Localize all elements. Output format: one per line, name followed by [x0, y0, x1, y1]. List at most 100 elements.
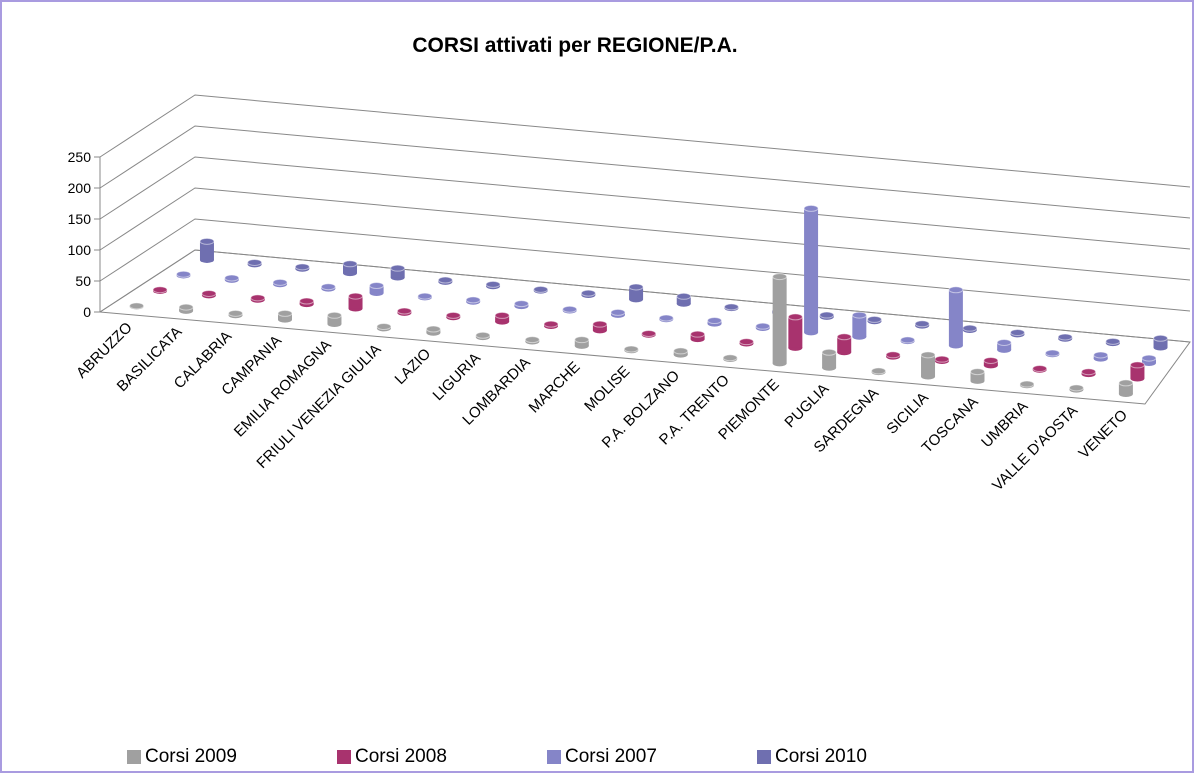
cylinder-top	[623, 345, 639, 353]
cylinder-top	[787, 313, 803, 321]
cylinder-top	[1044, 349, 1060, 357]
bar	[837, 336, 852, 353]
legend-label: Corsi 2007	[565, 746, 657, 767]
cylinder	[983, 356, 999, 369]
cylinder	[224, 274, 240, 283]
cylinder	[1010, 329, 1025, 338]
cylinder-top	[299, 297, 315, 305]
bar	[772, 276, 787, 364]
cylinder-top	[676, 292, 692, 300]
cylinder	[628, 283, 644, 303]
cylinder-top	[900, 336, 916, 344]
y-tick-label: 0	[83, 304, 91, 320]
chart-title: CORSI attivati per REGIONE/P.A.	[412, 34, 737, 57]
cylinder-top	[755, 322, 771, 330]
cylinder-top	[513, 300, 529, 308]
cylinder-top	[628, 283, 644, 291]
cylinder-top	[369, 282, 385, 290]
cylinder-top	[866, 315, 882, 323]
bar	[970, 371, 985, 381]
cylinder-top	[224, 274, 240, 282]
grid-line	[99, 156, 1191, 250]
cylinder-top	[129, 302, 145, 310]
cylinder-top	[176, 270, 192, 278]
cylinder	[396, 307, 412, 316]
legend-swatch	[127, 750, 141, 764]
cylinder-top	[996, 338, 1012, 346]
cylinder-top	[983, 356, 999, 364]
cylinder	[129, 302, 145, 310]
cylinder	[176, 270, 192, 279]
cylinder-top	[1105, 337, 1121, 345]
cylinder	[524, 336, 540, 345]
cylinder	[574, 336, 590, 349]
cylinder	[1093, 351, 1109, 362]
cylinder-top	[228, 309, 244, 317]
legend-label: Corsi 2009	[145, 746, 237, 767]
cylinder-top	[970, 368, 985, 376]
cylinder-top	[272, 278, 288, 286]
cylinder	[247, 258, 263, 268]
y-tick-label: 150	[68, 211, 92, 227]
cylinder-top	[819, 311, 835, 319]
cylinder-top	[948, 286, 964, 294]
bar	[788, 316, 803, 348]
cylinder	[772, 273, 788, 367]
cylinder	[962, 324, 978, 334]
cylinder-top	[342, 260, 358, 268]
cylinder	[1057, 333, 1073, 342]
bar	[343, 263, 357, 274]
cylinder	[445, 311, 461, 321]
cylinder	[348, 292, 364, 312]
cylinder-top	[178, 303, 194, 311]
cylinder-top	[326, 311, 342, 319]
cylinder	[152, 286, 168, 294]
cylinder-top	[437, 276, 453, 284]
cylinder	[342, 260, 358, 277]
cylinder	[920, 351, 936, 380]
cylinder-top	[803, 204, 819, 212]
cylinder	[658, 314, 674, 323]
cylinder	[707, 317, 723, 327]
cylinder-top	[294, 263, 310, 271]
cylinder-top	[417, 292, 433, 300]
cylinder-top	[199, 237, 215, 245]
cylinder-top	[851, 311, 867, 319]
y-tick-label: 50	[75, 273, 91, 289]
cylinder-top	[247, 258, 263, 266]
cylinder	[369, 282, 385, 296]
cylinder	[871, 367, 887, 376]
cylinder	[623, 345, 639, 354]
grid-line	[99, 187, 1191, 281]
grid-line	[99, 249, 1191, 343]
cylinder	[673, 347, 689, 358]
cylinder-top	[445, 311, 461, 319]
cylinder	[580, 289, 596, 298]
cylinder-top	[690, 330, 706, 338]
cylinder	[562, 305, 578, 314]
cylinder	[390, 264, 406, 281]
legend-swatch	[757, 750, 771, 764]
cylinder-top	[524, 336, 540, 344]
cylinder	[948, 286, 964, 349]
bar	[948, 289, 963, 346]
cylinder	[996, 338, 1012, 353]
bar	[390, 268, 405, 278]
cylinder	[803, 204, 819, 336]
cylinder	[1129, 361, 1145, 382]
cylinder-top	[320, 283, 336, 291]
cylinder-top	[494, 311, 510, 319]
cylinder	[1044, 349, 1060, 358]
cylinder	[914, 320, 930, 329]
cylinder	[1032, 365, 1048, 373]
y-tick-label: 200	[68, 180, 92, 196]
cylinder	[690, 330, 706, 343]
cylinder	[228, 309, 244, 319]
cylinder-top	[914, 320, 930, 328]
cylinder-top	[543, 320, 559, 328]
cylinder	[1019, 380, 1035, 389]
cylinder	[272, 278, 288, 288]
legend-swatch	[337, 750, 351, 764]
cylinder-top	[658, 314, 674, 322]
